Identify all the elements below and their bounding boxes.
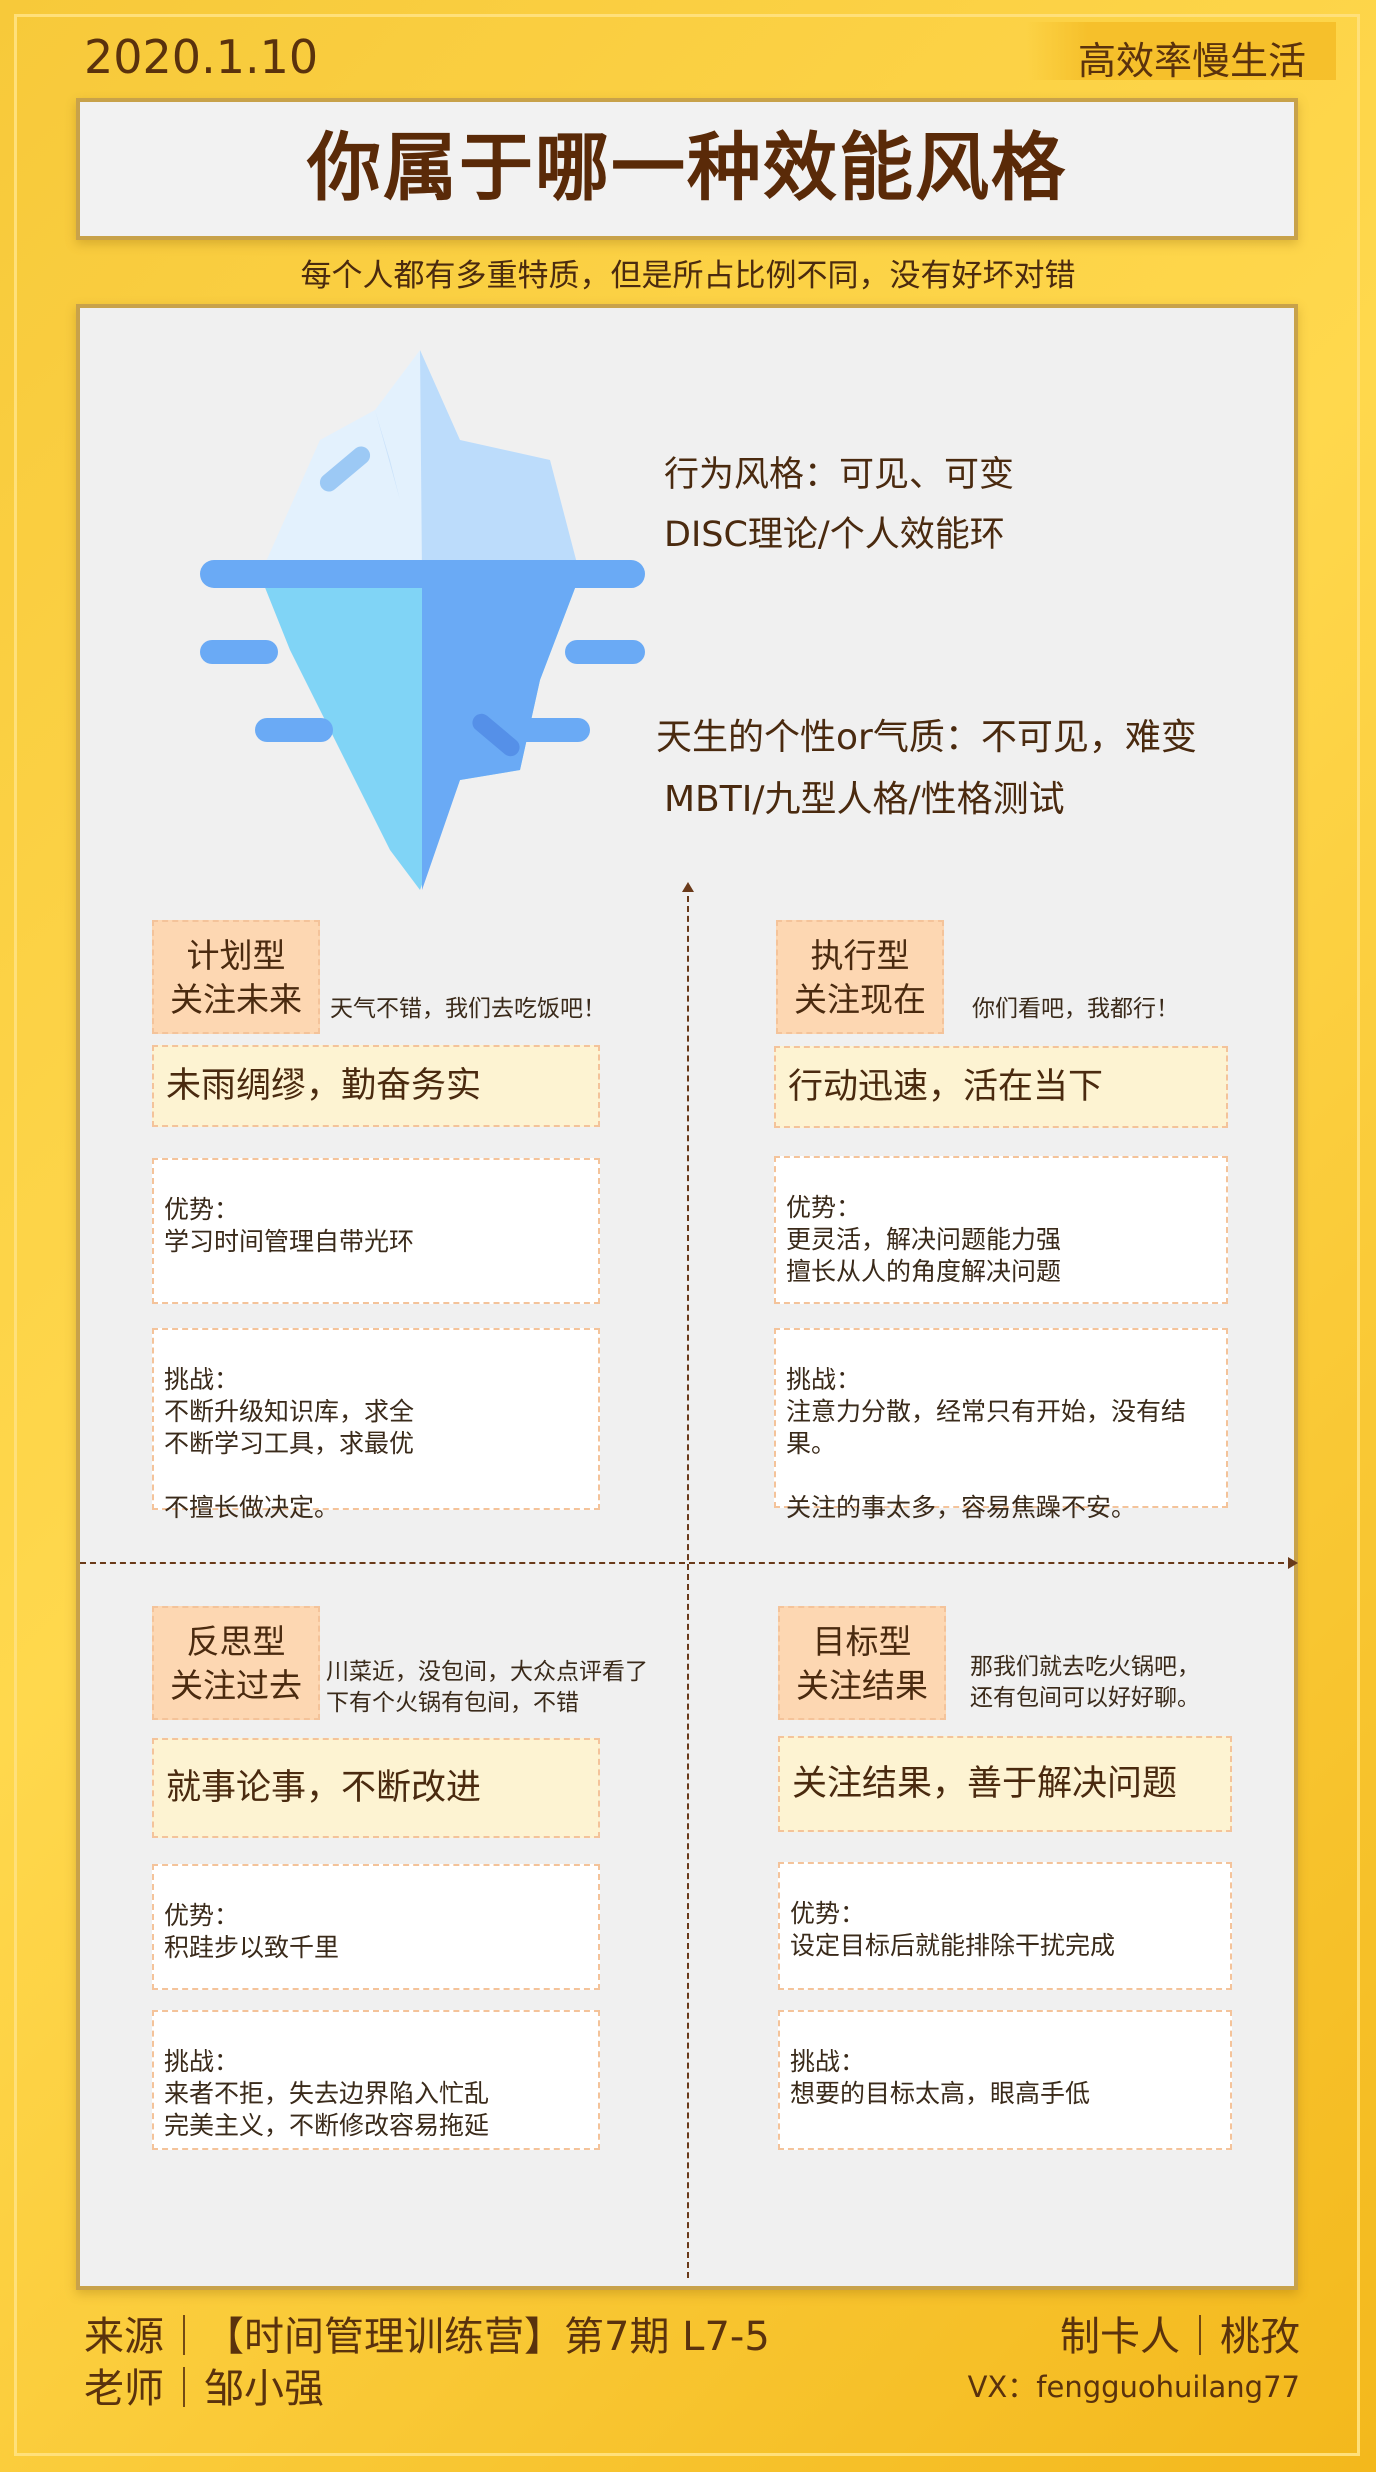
reflect-chal-line: 来者不拒，失去边界陷入忙乱: [164, 2079, 490, 2108]
plan-chal-line: 不断学习工具，求最优: [164, 1429, 415, 1458]
goal-type-tag: 目标型 关注结果: [778, 1606, 946, 1720]
vertical-axis: [682, 882, 694, 2278]
plan-advantages-card: 优势： 学习时间管理自带光环: [152, 1158, 600, 1304]
reflect-advantages-card: 优势： 积跬步以致千里: [152, 1864, 600, 1990]
goal-type: 目标型: [812, 1622, 912, 1661]
plan-quote: 天气不错，我们去吃饭吧！: [330, 996, 606, 1022]
exec-adv-line: 优势：: [786, 1193, 862, 1222]
exec-chal-line: 挑战：: [786, 1365, 862, 1394]
goal-advantages-card: 优势： 设定目标后就能排除干扰完成: [778, 1862, 1232, 1990]
exec-focus: 关注现在: [794, 980, 926, 1019]
exec-chal-line: 果。: [786, 1429, 837, 1458]
plan-focus: 关注未来: [170, 980, 302, 1019]
plan-type-tag: 计划型 关注未来: [152, 920, 320, 1034]
title-box: 你属于哪一种效能风格: [76, 98, 1298, 240]
plan-adv-line: 优势：: [164, 1195, 240, 1224]
reflect-focus: 关注过去: [170, 1666, 302, 1705]
goal-adv-line: 设定目标后就能排除干扰完成: [790, 1931, 1116, 1960]
reflect-chal-line: 完美主义，不断修改容易拖延: [164, 2111, 490, 2140]
exec-quote: 你们看吧，我都行！: [972, 996, 1179, 1022]
goal-adv-line: 优势：: [790, 1899, 866, 1928]
goal-focus: 关注结果: [796, 1666, 928, 1705]
exec-advantages-card: 优势： 更灵活，解决问题能力强 擅长从人的角度解决问题: [774, 1156, 1228, 1304]
reflect-quote-line2: 下有个火锅有包间，不错: [326, 1690, 579, 1716]
brand-banner: 高效率慢生活: [1026, 22, 1336, 83]
hidden-trait-line2: MBTI/九型人格/性格测试: [664, 779, 1065, 820]
reflect-type: 反思型: [186, 1622, 286, 1661]
goal-quote-line2: 还有包间可以好好聊。: [970, 1685, 1200, 1711]
reflect-challenges-card: 挑战： 来者不拒，失去边界陷入忙乱 完美主义，不断修改容易拖延: [152, 2010, 600, 2150]
brand-label: 高效率慢生活: [1077, 39, 1306, 83]
subtitle: 每个人都有多重特质，但是所占比例不同，没有好坏对错: [300, 258, 1076, 294]
footer-maker: 制卡人｜桃孜: [1060, 2314, 1300, 2360]
horizontal-axis: [80, 1557, 1298, 1569]
reflect-adv-line: 积跬步以致千里: [164, 1933, 340, 1962]
footer-teacher: 老师｜邹小强: [84, 2366, 324, 2412]
visible-behavior-line1: 行为风格：可见、可变: [664, 455, 1015, 495]
hidden-trait-line1: 天生的个性or气质：不可见，难变: [656, 717, 1197, 758]
goal-motto: 关注结果，善于解决问题: [778, 1736, 1232, 1832]
exec-adv-line: 擅长从人的角度解决问题: [786, 1257, 1062, 1286]
plan-motto: 未雨绸缪，勤奋务实: [152, 1045, 600, 1127]
exec-challenges-card: 挑战： 注意力分散，经常只有开始，没有结 果。 关注的事太多，容易焦躁不安。: [774, 1328, 1228, 1522]
reflect-chal-line: 挑战：: [164, 2047, 240, 2076]
footer-vx: VX：fengguohuilang77: [967, 2370, 1300, 2404]
exec-type: 执行型: [810, 936, 910, 975]
iceberg-icon: [200, 350, 645, 890]
date-label: 2020.1.10: [84, 30, 319, 84]
plan-chal-line: 不断升级知识库，求全: [164, 1397, 415, 1426]
goal-chal-line: 挑战：: [790, 2047, 866, 2076]
plan-chal-line: [164, 1460, 588, 1492]
reflect-type-tag: 反思型 关注过去: [152, 1606, 320, 1720]
goal-chal-line: 想要的目标太高，眼高手低: [790, 2079, 1091, 2108]
plan-challenges-card: 挑战： 不断升级知识库，求全 不断学习工具，求最优 不擅长做决定。: [152, 1328, 600, 1522]
exec-adv-line: 更灵活，解决问题能力强: [786, 1225, 1062, 1254]
reflect-quote-line1: 川菜近，没包间，大众点评看了: [326, 1659, 648, 1685]
plan-chal-line: 挑战：: [164, 1365, 240, 1394]
goal-quote-line1: 那我们就去吃火锅吧，: [970, 1654, 1200, 1680]
exec-chal-line: 关注的事太多，容易焦躁不安。: [786, 1493, 1137, 1522]
exec-motto: 行动迅速，活在当下: [774, 1046, 1228, 1128]
footer-source: 来源｜【时间管理训练营】第7期 L7-5: [84, 2314, 770, 2360]
outer-frame: [14, 14, 1360, 2456]
exec-type-tag: 执行型 关注现在: [776, 920, 944, 1034]
plan-adv-line: 学习时间管理自带光环: [164, 1227, 415, 1256]
page-title: 你属于哪一种效能风格: [307, 125, 1067, 211]
plan-type: 计划型: [186, 936, 286, 975]
reflect-motto: 就事论事，不断改进: [152, 1738, 600, 1838]
goal-challenges-card: 挑战： 想要的目标太高，眼高手低: [778, 2010, 1232, 2150]
exec-chal-line: 注意力分散，经常只有开始，没有结: [786, 1397, 1187, 1426]
reflect-adv-line: 优势：: [164, 1901, 240, 1930]
exec-chal-line: [786, 1460, 1216, 1492]
plan-chal-line: 不擅长做决定。: [164, 1493, 340, 1522]
visible-behavior-line2: DISC理论/个人效能环: [664, 515, 1005, 555]
